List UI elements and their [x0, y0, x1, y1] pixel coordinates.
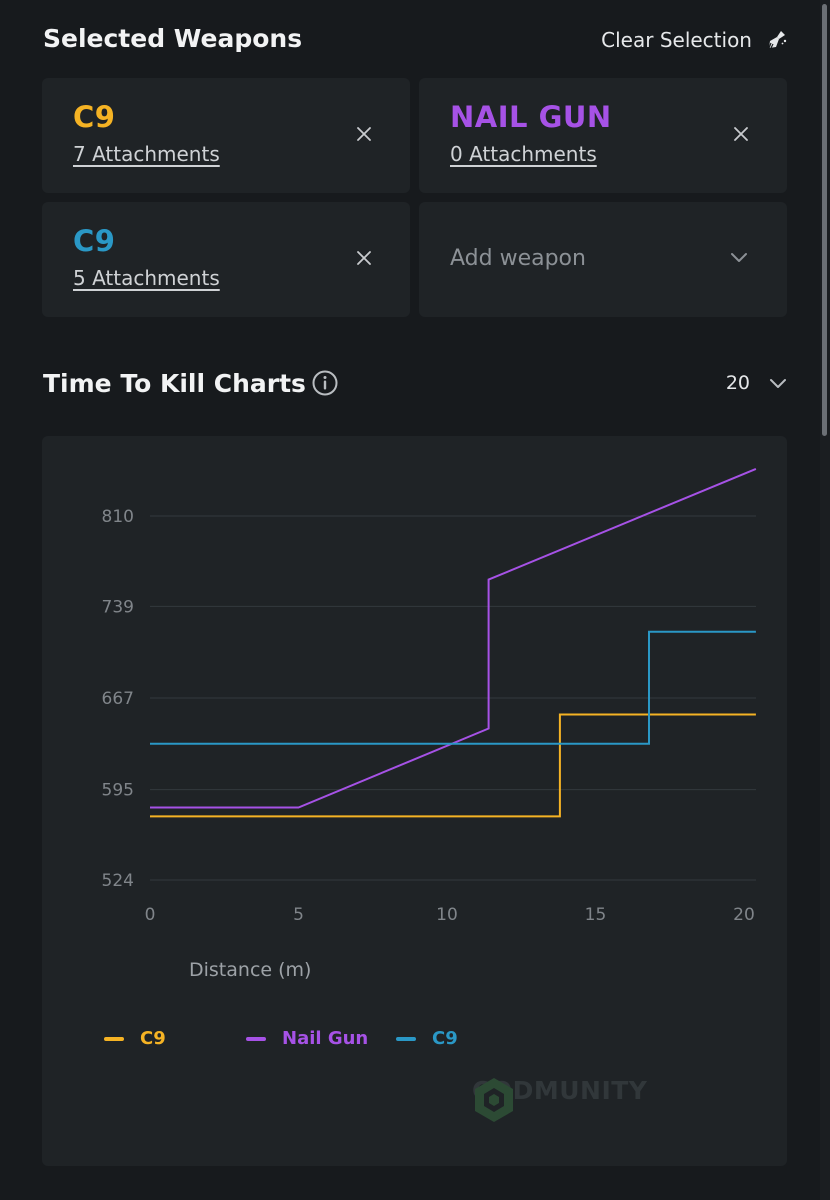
- weapon-card[interactable]: C9 5 Attachments: [42, 202, 410, 317]
- weapon-name: C9: [73, 224, 116, 258]
- x-tick-label: 10: [436, 905, 458, 925]
- ttk-charts-title: Time To Kill Charts: [43, 369, 306, 398]
- attachments-link[interactable]: 0 Attachments: [450, 142, 597, 166]
- chart-legend: C9 Nail Gun C9: [104, 1028, 458, 1049]
- close-icon[interactable]: [354, 124, 374, 144]
- legend-label: C9: [140, 1028, 166, 1049]
- range-select[interactable]: 20: [726, 372, 788, 394]
- chart-x-ticks: 0 5 10 15 20: [145, 905, 755, 925]
- weapon-name: NAIL GUN: [450, 100, 612, 134]
- selected-weapons-title: Selected Weapons: [43, 24, 303, 53]
- legend-label: C9: [432, 1028, 458, 1049]
- x-tick-label: 20: [733, 905, 755, 925]
- attachments-link[interactable]: 5 Attachments: [73, 266, 220, 290]
- legend-item[interactable]: C9: [396, 1028, 458, 1049]
- attachments-link[interactable]: 7 Attachments: [73, 142, 220, 166]
- range-value: 20: [725, 372, 750, 394]
- chevron-down-icon: [770, 379, 786, 388]
- legend-item[interactable]: Nail Gun: [246, 1028, 396, 1049]
- x-tick-label: 15: [585, 905, 607, 925]
- chart-y-ticks: 524 595 667 739 810: [102, 507, 134, 891]
- codmunity-watermark: CODMUNITY: [472, 1076, 647, 1122]
- legend-item[interactable]: C9: [104, 1028, 246, 1049]
- series-line-0: [150, 713, 756, 818]
- codmunity-logo-icon: [475, 1078, 513, 1122]
- weapon-card[interactable]: NAIL GUN 0 Attachments: [419, 78, 787, 193]
- series-line-1: [150, 467, 757, 809]
- ttk-chart-card: 524 595 667 739 810 0 5 10 15 20 Distance (m) C9…: [42, 436, 787, 1166]
- x-axis-label: Distance (m): [189, 959, 311, 981]
- add-weapon-label: Add weapon: [450, 246, 586, 271]
- close-icon[interactable]: [731, 124, 751, 144]
- series-line-2: [150, 630, 756, 745]
- weapon-name: C9: [73, 100, 116, 134]
- legend-swatch: [104, 1036, 124, 1041]
- info-icon[interactable]: [311, 369, 339, 397]
- close-icon[interactable]: [354, 248, 374, 268]
- y-tick-label: 595: [102, 781, 134, 801]
- ttk-chart: 524 595 667 739 810 0 5 10 15 20 Distance (m): [102, 467, 757, 981]
- legend-swatch: [396, 1036, 416, 1041]
- chevron-down-icon: [731, 253, 747, 262]
- scrollbar-track[interactable]: [820, 0, 830, 1200]
- x-tick-label: 0: [145, 905, 156, 925]
- chart-gridlines: [150, 515, 756, 881]
- y-tick-label: 810: [102, 507, 134, 527]
- y-tick-label: 739: [102, 597, 134, 617]
- y-tick-label: 667: [102, 689, 134, 709]
- clear-selection-label: Clear Selection: [601, 28, 752, 52]
- chart-series: [150, 467, 757, 818]
- weapon-card[interactable]: C9 7 Attachments: [42, 78, 410, 193]
- x-tick-label: 5: [293, 905, 304, 925]
- clear-selection-button[interactable]: Clear Selection: [601, 28, 788, 52]
- scrollbar-thumb[interactable]: [822, 4, 827, 436]
- legend-swatch: [246, 1036, 266, 1041]
- broom-icon: [768, 31, 787, 49]
- y-tick-label: 524: [102, 871, 134, 891]
- legend-label: Nail Gun: [282, 1028, 369, 1049]
- add-weapon-dropdown[interactable]: Add weapon: [419, 202, 787, 317]
